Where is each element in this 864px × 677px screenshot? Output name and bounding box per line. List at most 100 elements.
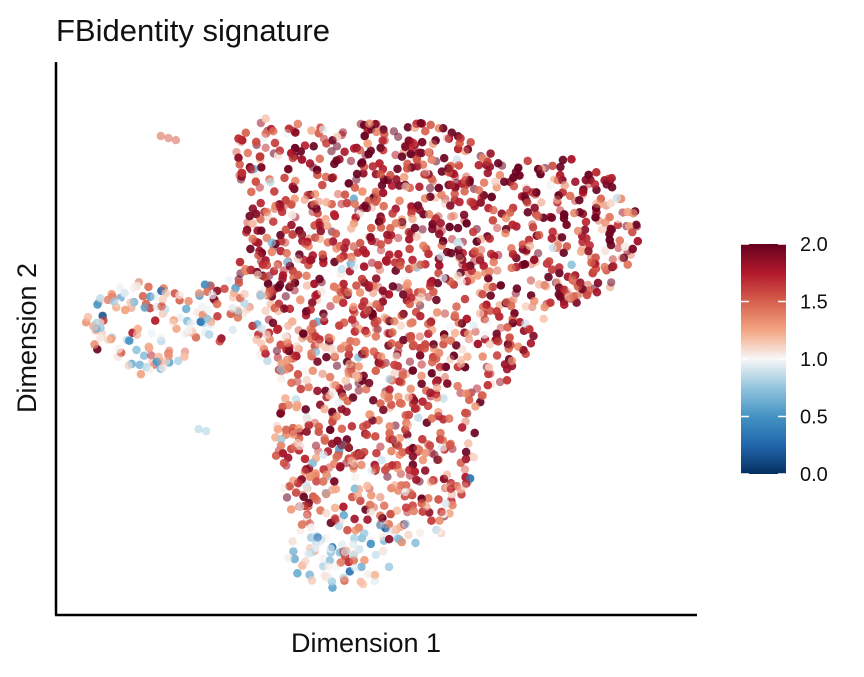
scatter-point [469,227,478,237]
scatter-point [280,173,289,183]
scatter-point [415,182,424,191]
scatter-point [450,328,460,338]
scatter-point [401,142,410,152]
scatter-point [331,229,341,238]
scatter-point [411,538,420,548]
scatter-point [389,127,399,136]
scatter-point [480,330,489,339]
scatter-point [399,290,408,299]
scatter-point [469,321,478,330]
scatter-point [293,569,302,578]
scatter-point [396,321,406,330]
scatter-point [520,260,530,269]
scatter-point [615,236,624,245]
scatter-point [418,397,427,406]
scatter-point [337,540,347,549]
scatter-point [433,455,442,464]
scatter-point [217,334,226,343]
scatter-point [371,366,380,375]
scatter-point [522,185,531,195]
scatter-point [261,114,270,123]
scatter-point [330,514,340,523]
scatter-point [395,261,405,270]
scatter-point [393,164,402,174]
scatter-point [257,226,266,235]
scatter-point [372,274,381,283]
scatter-point [300,454,310,464]
scatter-point [408,255,417,265]
scatter-point [427,516,436,525]
scatter-point [408,214,417,224]
scatter-point [436,428,445,438]
scatter-point [341,376,350,385]
scatter-point [340,190,350,199]
scatter-point [372,449,381,458]
scatter-point [512,284,522,293]
scatter-point [415,528,425,538]
scatter-point [460,294,470,304]
scatter-point [472,384,482,393]
scatter-point [426,192,435,201]
scatter-point [371,550,380,560]
scatter-point [399,335,408,345]
scatter-point [328,136,337,145]
scatter-point [387,484,396,493]
scatter-point [568,275,577,285]
scatter-point [450,189,459,198]
scatter-point [418,225,427,234]
scatter-point [342,198,352,208]
scatter-point [375,358,384,368]
scatter-point [495,377,505,387]
scatter-point [448,501,457,510]
scatter-point [352,281,361,290]
scatter-point [138,292,148,301]
scatter-point [319,258,328,268]
scatter-point [484,363,494,372]
scatter-point [96,333,105,343]
scatter-point [335,321,344,330]
scatter-point [279,458,289,468]
scatter-point [359,262,369,271]
scatter-point [344,443,354,452]
scatter-point [243,148,253,158]
scatter-point [261,306,270,315]
scatter-point [302,481,311,490]
scatter-point [601,246,610,256]
scatter-point [305,472,314,482]
scatter-point [378,188,388,198]
scatter-point [372,194,382,204]
scatter-point [297,230,306,239]
scatter-point [306,533,316,542]
scatter-point [367,258,377,267]
scatter-point [629,209,638,218]
scatter-point [349,242,358,251]
scatter-point [633,237,642,246]
scatter-point [361,249,370,258]
scatter-point [208,290,217,300]
scatter-point [526,276,536,285]
scatter-point [488,216,498,225]
scatter-point [364,378,374,388]
scatter-point [296,384,305,394]
scatter-point [287,378,296,387]
scatter-point [347,422,357,431]
scatter-point [337,265,346,274]
scatter-point [453,381,462,391]
scatter-point [412,475,421,484]
scatter-point [576,247,586,256]
scatter-point [380,501,389,510]
scatter-point [329,210,339,219]
scatter-point [548,227,557,236]
scatter-point [324,333,333,342]
scatter-point [352,169,362,179]
scatter-point [435,362,445,372]
scatter-point [332,295,341,304]
scatter-point [288,182,297,191]
scatter-point [132,281,142,291]
scatter-point [114,344,124,354]
scatter-point [311,291,320,300]
scatter-point [416,311,425,321]
scatter-point [354,386,363,395]
scatter-point [385,535,394,544]
scatter-point [414,413,423,422]
